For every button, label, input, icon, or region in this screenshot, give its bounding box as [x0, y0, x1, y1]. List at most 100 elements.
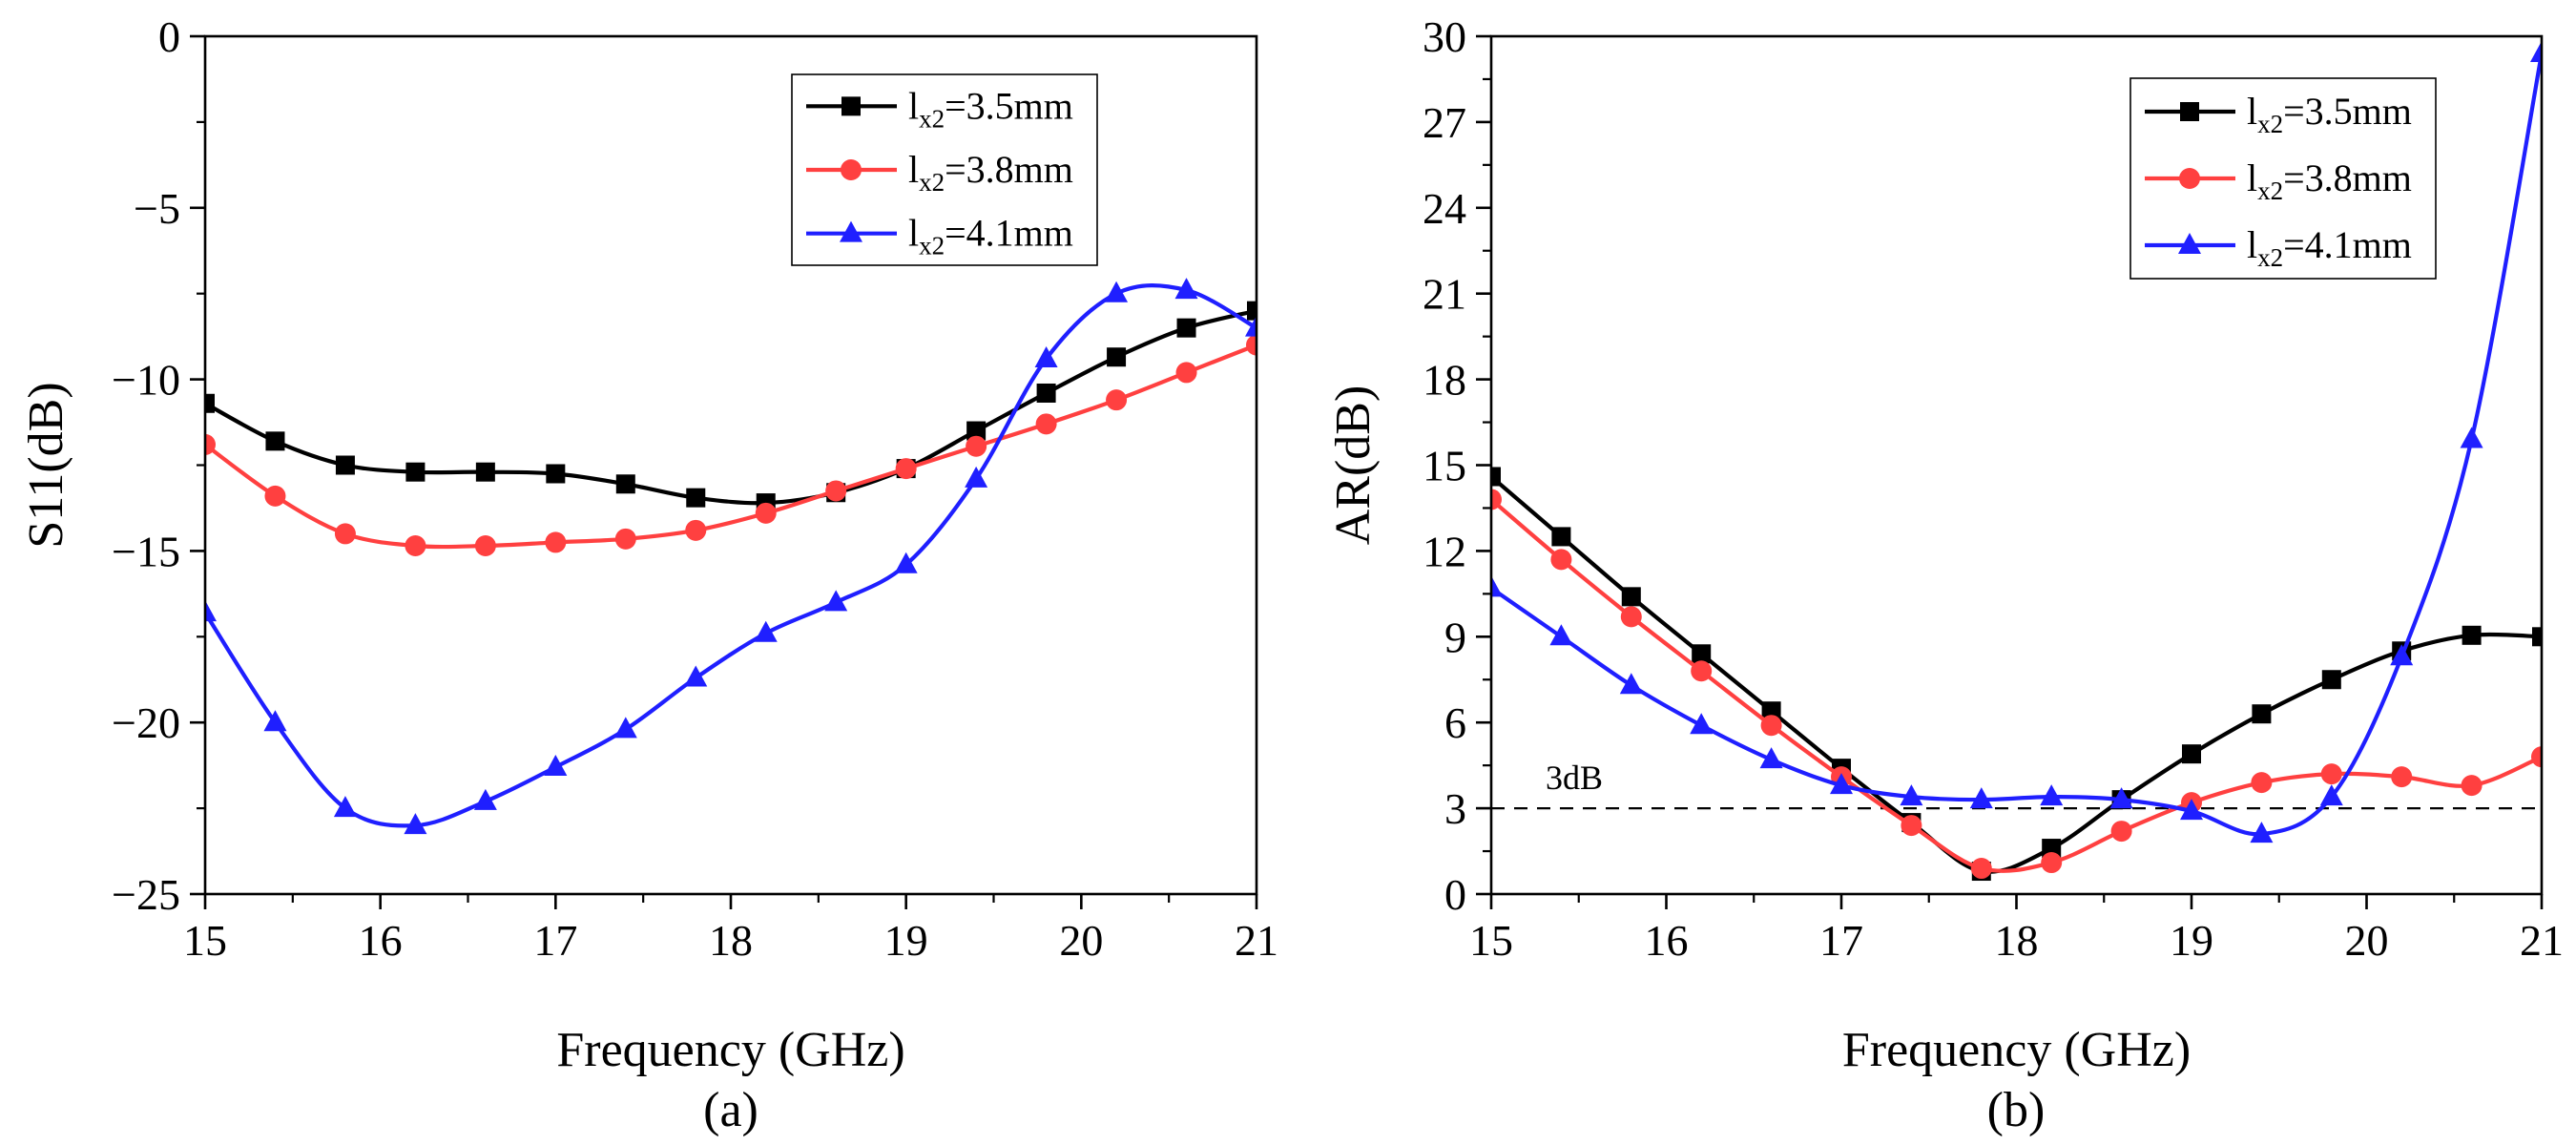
- legend-label-rest: =3.5mm: [945, 84, 1073, 127]
- data-point: [334, 523, 356, 545]
- data-point: [755, 502, 777, 524]
- legend-label-main: l: [908, 148, 919, 191]
- data-point: [2250, 822, 2274, 843]
- legend-entry-label: lx2=3.8mm: [2247, 156, 2412, 205]
- data-point: [1491, 575, 1503, 597]
- data-point: [1550, 549, 1572, 571]
- data-point: [2531, 746, 2542, 768]
- data-point: [824, 590, 848, 612]
- series-group: [1491, 40, 2542, 882]
- data-point: [265, 431, 285, 451]
- data-point: [1175, 362, 1197, 384]
- x-tick-label: 16: [359, 916, 403, 965]
- data-point: [1247, 301, 1257, 321]
- data-point: [1969, 787, 1993, 809]
- chart-panel-a: 15 16 17 18 19 20 21 0 −5 −10 −15 −20 −25 Frequency (…: [19, 12, 1278, 1137]
- x-tick-label: 19: [2170, 916, 2213, 965]
- data-point: [335, 455, 355, 475]
- legend-label-rest: =3.8mm: [2283, 156, 2412, 199]
- y-tick-label: 21: [1423, 270, 1466, 319]
- y-tick-label: 24: [1423, 184, 1466, 233]
- data-point: [1761, 701, 1781, 721]
- x-tick-label: 18: [709, 916, 753, 965]
- data-point: [614, 528, 636, 550]
- data-point: [1691, 660, 1713, 682]
- x-axis-title: Frequency (GHz): [1842, 1023, 2191, 1077]
- data-point: [825, 480, 847, 502]
- series-line-1: [1491, 497, 2542, 873]
- data-point: [545, 531, 567, 553]
- legend-entry-label: lx2=3.5mm: [2247, 90, 2412, 138]
- data-point: [686, 488, 706, 508]
- data-point: [2042, 839, 2062, 859]
- data-point: [1246, 334, 1257, 356]
- reference-line-label: 3dB: [1546, 759, 1603, 797]
- series-line-1: [205, 343, 1257, 550]
- data-point: [1620, 606, 1642, 628]
- legend-label-main: l: [2247, 90, 2257, 133]
- x-tick-label: 15: [1469, 916, 1513, 965]
- panel-label: (a): [703, 1083, 758, 1137]
- data-point: [2319, 784, 2343, 806]
- data-point: [1692, 644, 1712, 664]
- data-point: [2180, 799, 2203, 821]
- x-tick-label: 17: [1819, 916, 1863, 965]
- x-tick-label: 17: [533, 916, 577, 965]
- data-point: [264, 485, 286, 507]
- data-point: [2462, 625, 2482, 645]
- y-tick-label: −20: [112, 698, 180, 747]
- legend-label-main: l: [2247, 156, 2257, 199]
- y-tick-label: 6: [1444, 698, 1466, 747]
- data-point: [1491, 467, 1501, 487]
- y-tick-label: 30: [1423, 12, 1466, 61]
- legend-label-rest: =3.5mm: [2283, 90, 2412, 133]
- data-point: [333, 796, 357, 818]
- legend-entry-label: lx2=4.1mm: [2247, 223, 2412, 272]
- y-axis-title: AR(dB): [1326, 385, 1381, 546]
- data-point: [475, 462, 495, 482]
- legend-marker: [2180, 102, 2199, 121]
- data-point: [1551, 527, 1571, 547]
- series-line-2: [205, 283, 1257, 828]
- series-line-0: [205, 308, 1257, 506]
- data-point: [684, 665, 708, 687]
- legend-label-sub: x2: [2257, 177, 2283, 205]
- data-point: [205, 600, 217, 622]
- data-point: [966, 421, 987, 441]
- legend-marker: [841, 96, 861, 116]
- data-point: [754, 620, 778, 642]
- data-point: [1549, 624, 1573, 646]
- data-point: [1105, 281, 1129, 302]
- x-tick-label: 16: [1645, 916, 1689, 965]
- x-tick-label: 15: [183, 916, 227, 965]
- y-tick-label: −15: [112, 527, 180, 575]
- data-point: [544, 754, 568, 776]
- x-tick-label: 20: [1059, 916, 1103, 965]
- x-axis-title: Frequency (GHz): [556, 1023, 904, 1077]
- data-point: [613, 717, 637, 739]
- data-point: [1760, 715, 1782, 737]
- data-point: [404, 813, 427, 835]
- data-point: [1690, 713, 1714, 735]
- data-point: [1245, 315, 1257, 337]
- y-tick-label: 3: [1444, 784, 1466, 833]
- data-point: [1621, 587, 1641, 607]
- data-point: [1759, 747, 1783, 769]
- data-point: [2321, 670, 2341, 690]
- legend-label-sub: x2: [919, 232, 945, 260]
- y-tick-label: 9: [1444, 613, 1466, 661]
- data-point: [685, 519, 707, 541]
- x-tick-label: 18: [1995, 916, 2039, 965]
- data-point: [615, 474, 635, 494]
- x-tick-label: 19: [884, 916, 928, 965]
- plot-frame: [203, 34, 1258, 896]
- legend-label-sub: x2: [919, 104, 945, 133]
- data-point: [1036, 383, 1056, 403]
- data-point: [2251, 772, 2273, 794]
- series-line-2: [1491, 52, 2542, 837]
- data-point: [2182, 744, 2201, 764]
- data-point: [1106, 389, 1128, 411]
- data-point: [1174, 278, 1198, 300]
- legend-label-main: l: [908, 212, 919, 255]
